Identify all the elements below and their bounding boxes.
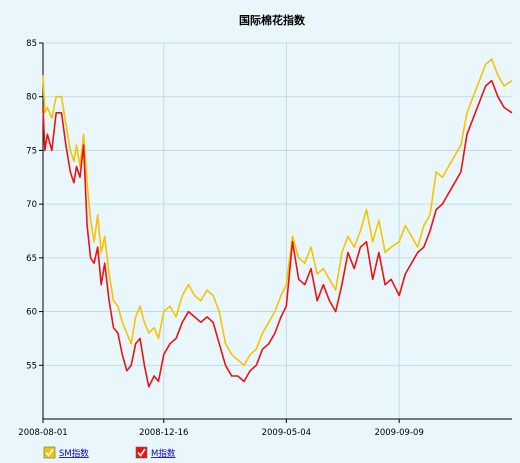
series-lines — [42, 58, 513, 388]
y-tick-label: 55 — [26, 361, 37, 371]
y-tick-label: 65 — [26, 254, 37, 264]
checkmark-icon — [137, 448, 146, 457]
x-tick-label: 2008-08-01 — [18, 428, 67, 438]
legend: SM指数 M指数 — [43, 446, 176, 459]
series-line-sm-index — [42, 58, 513, 367]
legend-swatch[interactable] — [43, 446, 56, 459]
legend-item-m-index[interactable]: M指数 — [135, 446, 176, 459]
x-tick-label: 2009-05-04 — [262, 428, 311, 438]
y-tick-label: 70 — [26, 200, 37, 210]
y-tick-label: 60 — [26, 308, 37, 318]
legend-label[interactable]: SM指数 — [59, 448, 89, 459]
y-tick-label: 80 — [26, 93, 37, 103]
legend-swatch[interactable] — [135, 446, 148, 459]
series-line-m-index — [42, 79, 513, 388]
legend-item-sm-index[interactable]: SM指数 — [43, 446, 89, 459]
y-tick-label: 85 — [26, 39, 37, 49]
legend-label[interactable]: M指数 — [151, 448, 176, 459]
x-tick-label: 2009-09-09 — [374, 428, 423, 438]
checkmark-icon — [45, 448, 54, 457]
x-tick-labels: 2008-08-01 2008-12-16 2009-05-04 2009-09-09 — [18, 419, 424, 438]
y-tick-labels: 55 60 65 70 75 80 85 — [26, 39, 43, 371]
grid — [43, 42, 512, 419]
x-tick-label: 2008-12-16 — [139, 428, 188, 438]
axes — [42, 43, 512, 420]
chart-title: 国际棉花指数 — [239, 13, 306, 27]
y-tick-label: 75 — [26, 146, 37, 156]
